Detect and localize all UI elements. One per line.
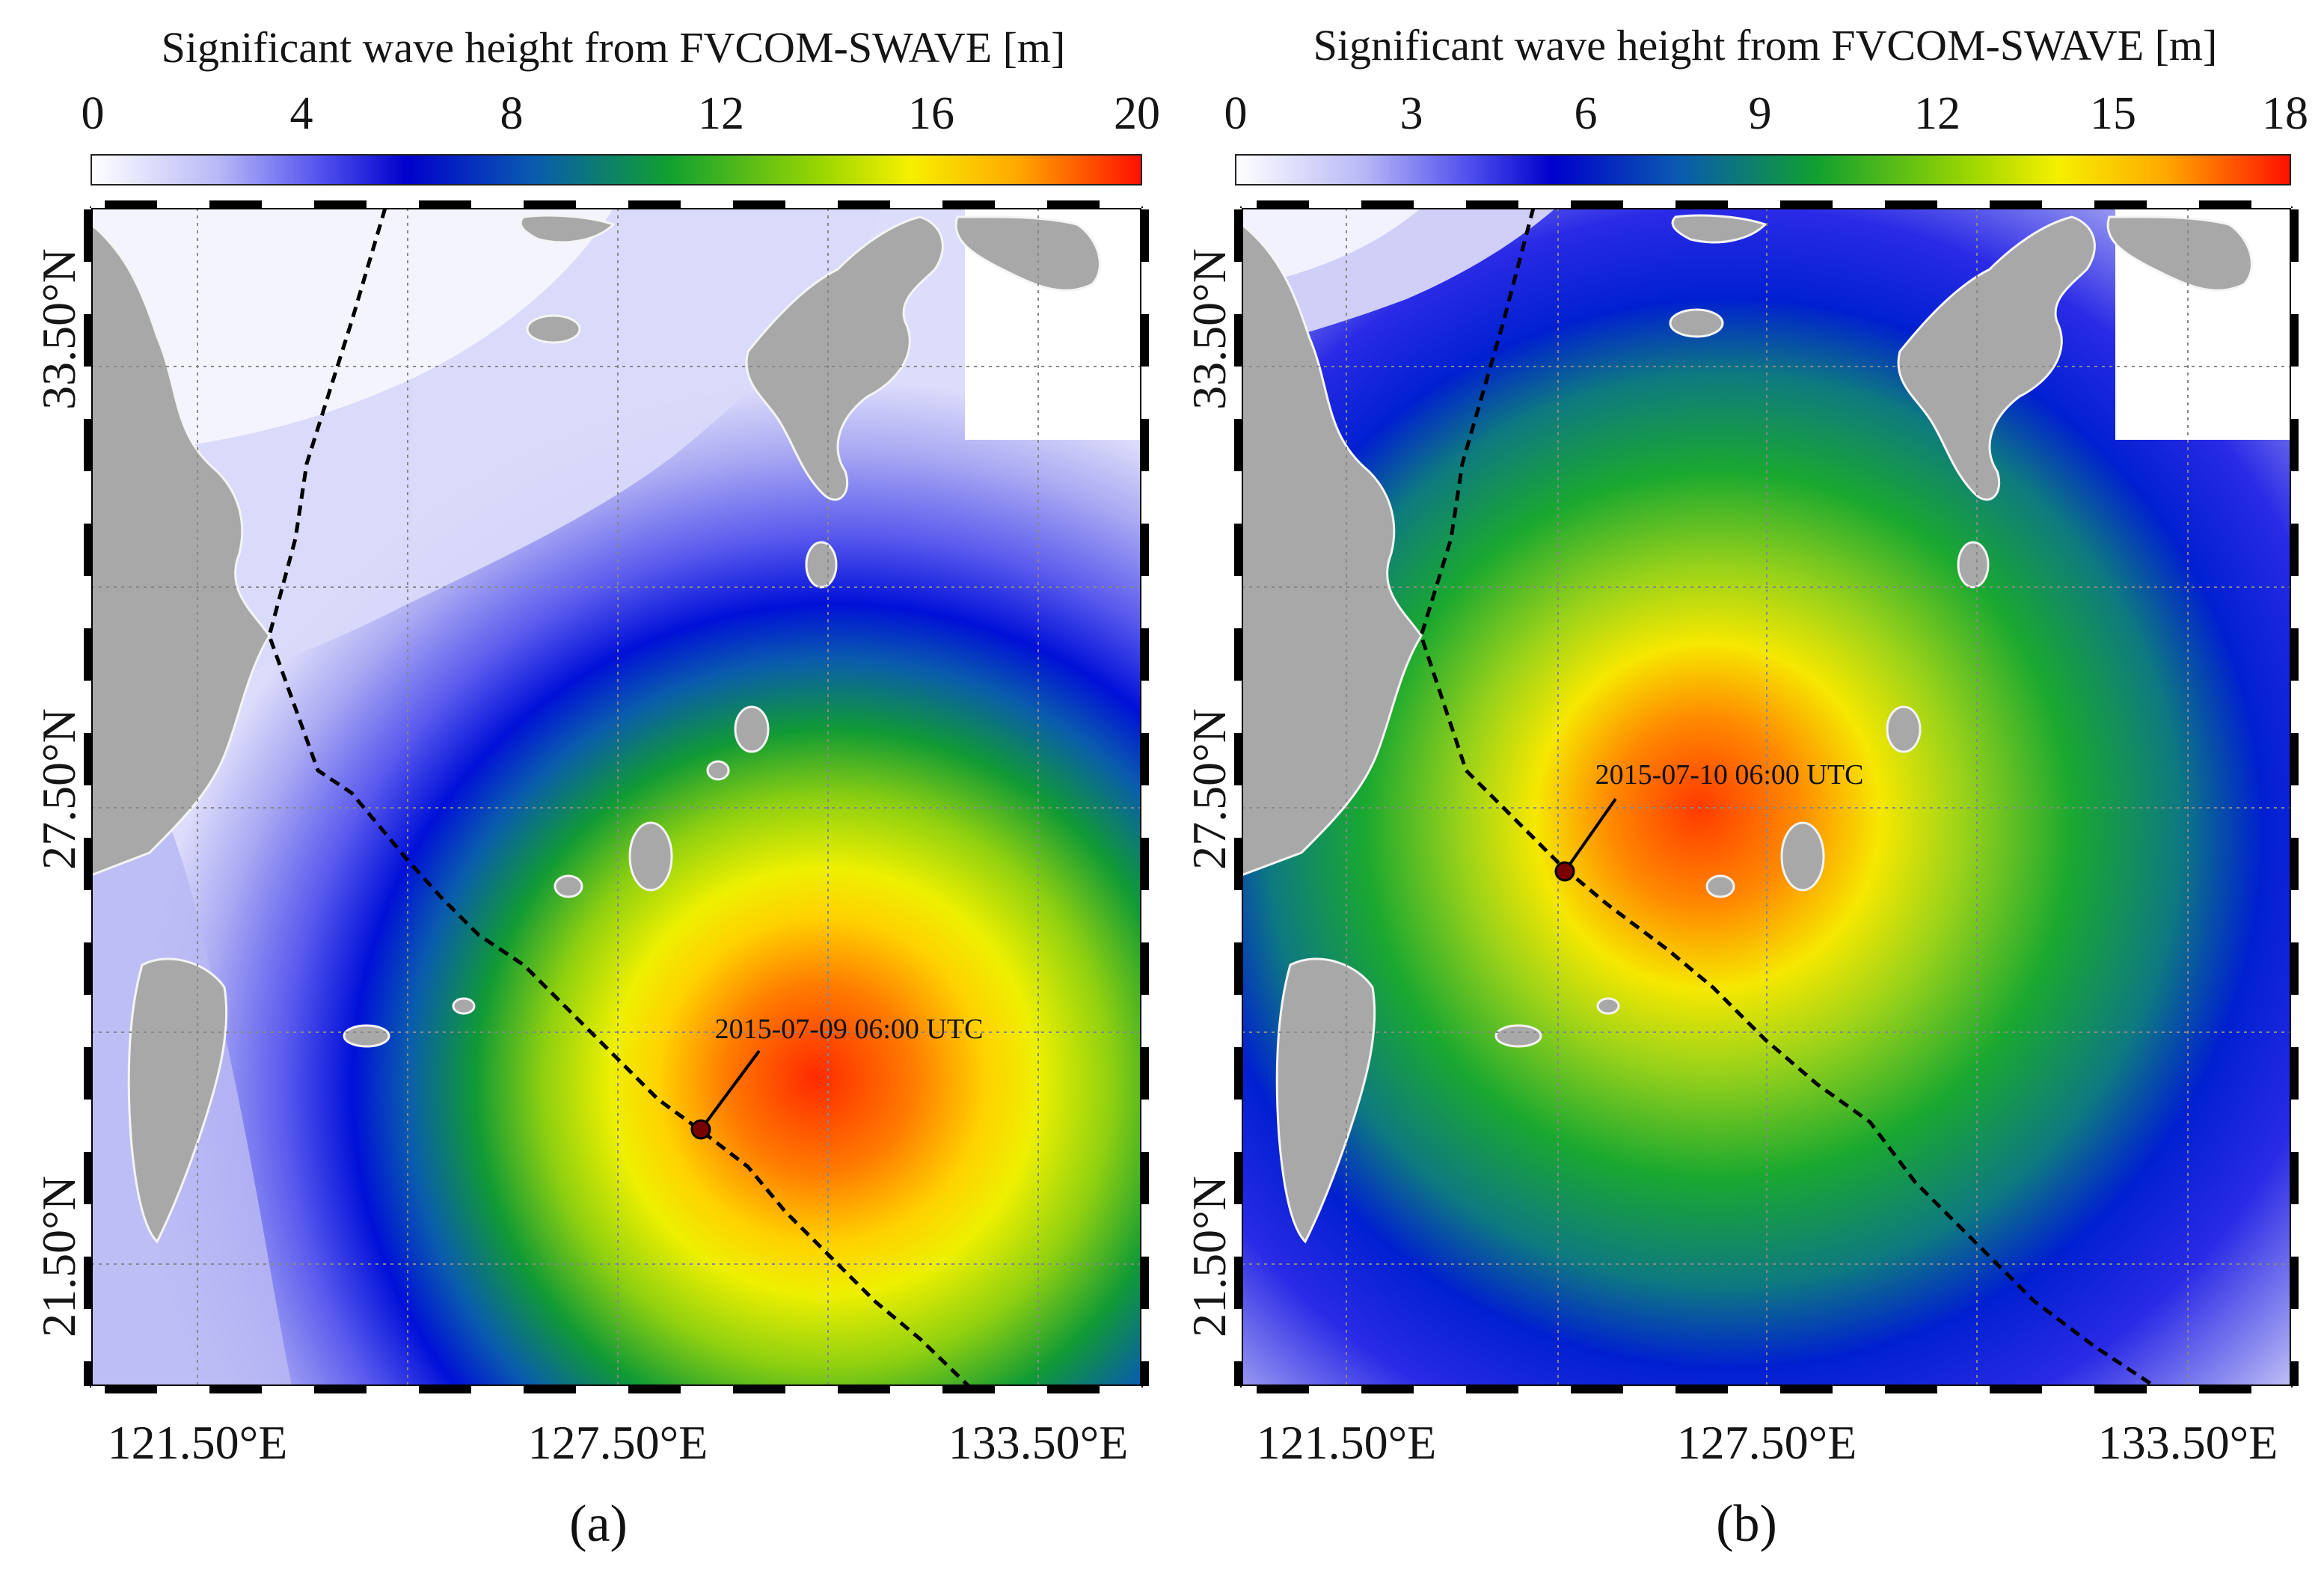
- frame-ticks: [91, 200, 1141, 208]
- colorbar-tick: 6: [1575, 88, 1598, 139]
- storm-center-marker: [690, 1119, 711, 1140]
- okinawa: [1886, 705, 1922, 753]
- frame-ticks: [2291, 208, 2299, 1386]
- land: [1242, 214, 2253, 1244]
- map-b: 2015-07-10 06:00 UTC: [1234, 200, 2299, 1393]
- island: [343, 1024, 390, 1048]
- graticule: [91, 208, 1141, 1386]
- frame-ticks: [1141, 208, 1149, 1386]
- typhoon-track: [1419, 208, 2156, 1386]
- typhoon-track: [267, 208, 970, 1386]
- colorbar-ticks: 0 4 8 12 16 20: [82, 88, 1161, 139]
- colorbar-ticks: 0 3 6 9 12 15 18: [1224, 88, 2309, 139]
- mainland-china: [91, 223, 271, 877]
- lon-label: 127.50°E: [1677, 1416, 1857, 1469]
- storm-center-marker: [1554, 861, 1575, 882]
- colorbar-tick: 0: [1224, 88, 1248, 139]
- colorbar: [1235, 154, 2291, 185]
- island: [1596, 997, 1620, 1015]
- island: [805, 541, 838, 589]
- colorbar-tick: 20: [1114, 88, 1160, 139]
- colorbar-tick: 15: [2090, 88, 2136, 139]
- island: [706, 760, 730, 781]
- kyushu: [745, 215, 944, 501]
- korea-south-coast: [1671, 214, 1767, 244]
- storm-leader-line: [699, 1049, 761, 1131]
- frame-ticks: [1242, 1386, 2291, 1393]
- storm-time-label: 2015-07-09 06:00 UTC: [715, 1014, 984, 1045]
- island: [1780, 821, 1825, 892]
- jeju-island: [1669, 308, 1724, 338]
- colorbar-tick: 16: [908, 88, 954, 139]
- jeju-island: [526, 314, 581, 344]
- lat-label: 21.50°N: [32, 1176, 85, 1337]
- panel-letter: (a): [569, 1495, 628, 1553]
- lon-label: 121.50°E: [108, 1416, 288, 1469]
- colorbar-tick: 12: [698, 88, 744, 139]
- panel-a: Significant wave height from FVCOM-SWAVE…: [32, 23, 1160, 1553]
- storm-leader-line: [1563, 797, 1617, 873]
- frame-ticks: [91, 1386, 1141, 1393]
- shikoku: [2106, 215, 2253, 292]
- island: [628, 821, 673, 892]
- lon-label: 133.50°E: [2098, 1416, 2278, 1469]
- graticule: [1242, 208, 2291, 1386]
- lon-label: 133.50°E: [948, 1416, 1129, 1469]
- lon-label: 127.50°E: [528, 1416, 708, 1469]
- island: [1494, 1024, 1542, 1048]
- lat-label: 21.50°N: [1183, 1176, 1236, 1337]
- calm-sea-region: [1242, 208, 1421, 284]
- kyushu: [1897, 215, 2096, 501]
- colorbar-tick: 0: [82, 88, 105, 139]
- lat-label: 27.50°N: [1183, 708, 1236, 870]
- lat-label: 33.50°N: [32, 248, 85, 410]
- taiwan: [127, 957, 228, 1244]
- island: [1957, 541, 1990, 589]
- lat-label: 27.50°N: [32, 708, 85, 870]
- island: [452, 997, 476, 1015]
- korea-south-coast: [519, 214, 616, 244]
- map-a: 2015-07-09 06:00 UTC: [84, 200, 1149, 1393]
- calm-sea-region: [91, 208, 613, 456]
- frame-ticks: [1234, 208, 1242, 1386]
- okinawa: [734, 705, 770, 753]
- colorbar-tick: 4: [290, 88, 313, 139]
- lat-label: 33.50°N: [1183, 248, 1236, 410]
- island: [554, 874, 583, 898]
- colorbar-tick: 9: [1749, 88, 1772, 139]
- colorbar-tick: 18: [2262, 88, 2308, 139]
- frame-ticks: [84, 208, 91, 1386]
- panel-letter: (b): [1716, 1495, 1777, 1553]
- taiwan: [1275, 957, 1376, 1244]
- storm-time-label: 2015-07-10 06:00 UTC: [1595, 759, 1864, 791]
- shikoku: [954, 215, 1101, 292]
- land: [91, 214, 1101, 1244]
- colorbar-tick: 12: [1914, 88, 1960, 139]
- panel-b: Significant wave height from FVCOM-SWAVE…: [1183, 21, 2308, 1553]
- colorbar-tick: 3: [1400, 88, 1423, 139]
- colorbar-title: Significant wave height from FVCOM-SWAVE…: [162, 23, 1066, 72]
- lon-label: 121.50°E: [1257, 1416, 1437, 1469]
- colorbar: [91, 154, 1142, 185]
- island: [1705, 874, 1735, 898]
- mainland-china: [1242, 223, 1423, 877]
- colorbar-tick: 8: [500, 88, 524, 139]
- colorbar-title: Significant wave height from FVCOM-SWAVE…: [1313, 21, 2218, 70]
- frame-ticks: [1242, 200, 2291, 208]
